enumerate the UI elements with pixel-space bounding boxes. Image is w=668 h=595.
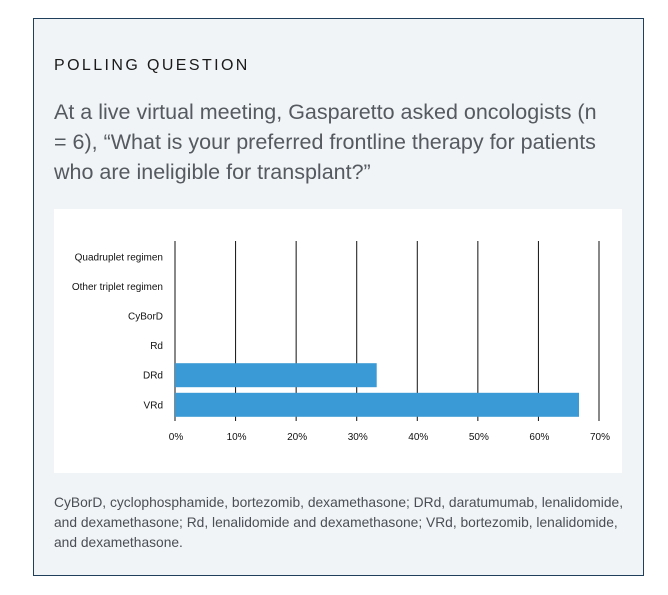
bar-chart: 0% 10% 20% 30% 40% 50% 60% 70% Quadruplet regime… [72, 241, 610, 443]
section-label: POLLING QUESTION [54, 57, 250, 74]
category-label: Other triplet regimen [72, 282, 163, 293]
bar [175, 363, 377, 388]
chart-panel: 0% 10% 20% 30% 40% 50% 60% 70% Quadruplet regime… [54, 209, 622, 473]
x-tick-label: 20% [287, 432, 307, 443]
x-tick-label: 40% [408, 432, 428, 443]
x-tick-label: 50% [469, 432, 489, 443]
category-label: Rd [150, 341, 163, 352]
x-tick-label: 70% [590, 432, 610, 443]
bar [175, 392, 580, 417]
polling-card: POLLING QUESTION At a live virtual meeti… [33, 18, 644, 576]
category-label: Quadruplet regimen [75, 252, 163, 263]
footnote: CyBorD, cyclophosphamide, bortezomib, de… [54, 495, 624, 550]
x-tick-label: 60% [529, 432, 549, 443]
poll-question: At a live virtual meeting, Gasparetto as… [54, 100, 597, 184]
category-label: DRd [143, 371, 163, 382]
category-label: VRd [144, 400, 163, 411]
x-tick-label: 0% [169, 432, 184, 443]
x-tick-label: 10% [227, 432, 247, 443]
x-tick-label: 30% [348, 432, 368, 443]
category-label: CyBorD [128, 312, 163, 323]
